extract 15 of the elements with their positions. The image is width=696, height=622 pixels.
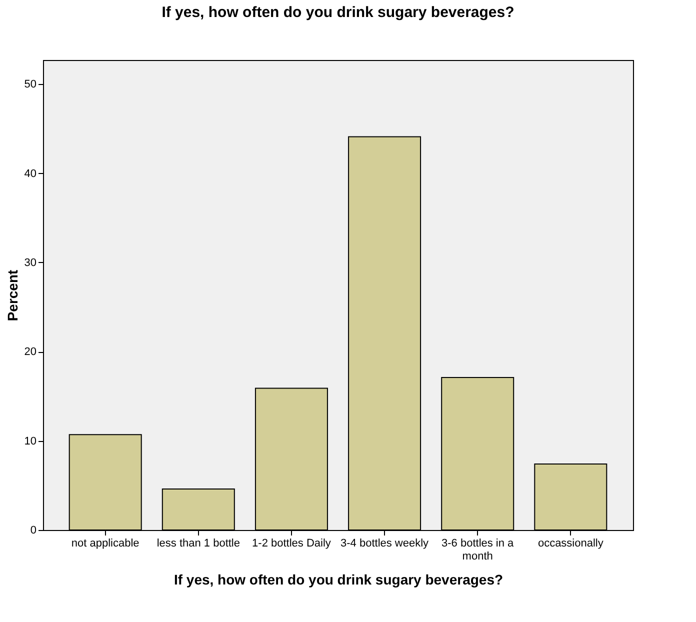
y-tick-label: 40 bbox=[24, 168, 36, 180]
x-axis-title: If yes, how often do you drink sugary beverages? bbox=[174, 572, 504, 588]
y-tick-label: 10 bbox=[24, 435, 36, 448]
x-tick-label: occassionally bbox=[538, 538, 604, 550]
y-tick-label: 0 bbox=[30, 524, 36, 536]
x-tick-label: 1-2 bottles Daily bbox=[252, 538, 332, 550]
x-tick-label: 3-6 bottles in a month bbox=[442, 538, 515, 562]
y-tick-label: 20 bbox=[24, 346, 36, 358]
y-tick-label: 30 bbox=[24, 256, 36, 269]
y-tick-label: 50 bbox=[24, 78, 36, 91]
x-tick-label: less than 1 bottle bbox=[156, 538, 240, 550]
x-tick-label: 3-4 bottles weekly bbox=[340, 538, 430, 550]
y-axis-title: Percent bbox=[4, 269, 20, 322]
chart-title: If yes, how often do you drink sugary beverages? bbox=[162, 4, 514, 21]
x-tick-label: not applicable bbox=[71, 538, 140, 550]
